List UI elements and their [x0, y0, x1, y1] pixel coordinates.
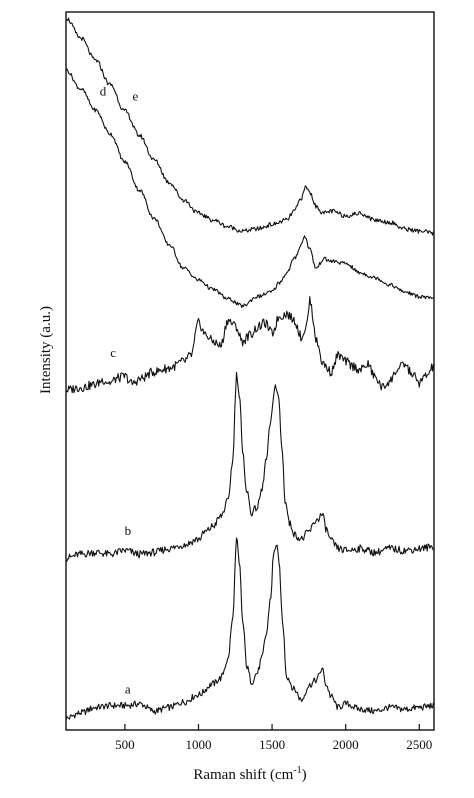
spectrum-a [65, 537, 434, 721]
x-tick-label-2000: 2000 [333, 737, 359, 752]
curve-labels: a b c d e [100, 84, 139, 697]
curve-label-a: a [125, 681, 131, 696]
x-tick-label-1500: 1500 [259, 737, 285, 752]
curve-label-b: b [125, 523, 132, 538]
spectrum-c [65, 296, 434, 394]
spectra-layer [65, 17, 434, 721]
spectrum-e [65, 17, 434, 236]
x-tick-label-500: 500 [115, 737, 135, 752]
x-axis-ticks: 500 1000 1500 2000 2500 [115, 724, 432, 752]
x-tick-label-1000: 1000 [185, 737, 211, 752]
x-axis-label-superscript: -1 [293, 765, 301, 776]
y-axis-label: Intensity (a.u.) [38, 306, 54, 394]
x-axis-label-close: ) [302, 767, 307, 783]
x-axis-label-text: Raman shift (cm [193, 767, 293, 783]
spectrum-b [65, 371, 434, 563]
curve-label-c: c [110, 345, 116, 360]
plot-frame [65, 11, 435, 731]
curve-label-e: e [133, 89, 139, 104]
x-tick-label-2500: 2500 [406, 737, 432, 752]
curve-label-d: d [100, 84, 107, 99]
spectrum-d [65, 68, 434, 309]
x-axis-label: Raman shift (cm-1) [193, 765, 306, 783]
